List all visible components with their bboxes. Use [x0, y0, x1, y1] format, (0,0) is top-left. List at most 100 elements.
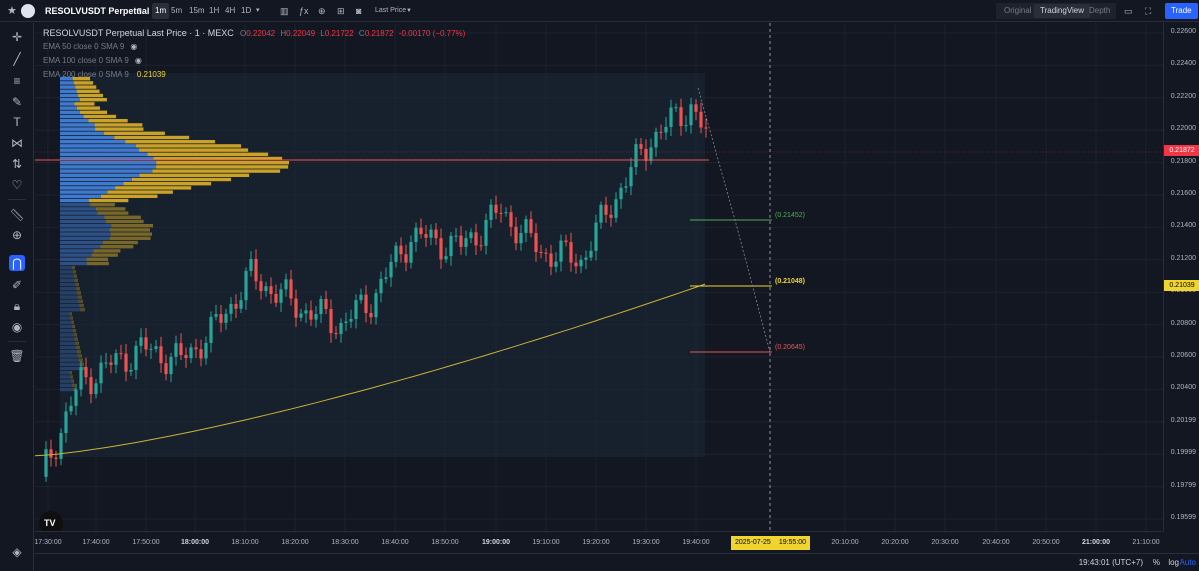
candle-body: [104, 362, 108, 364]
log-toggle[interactable]: log: [1168, 558, 1179, 567]
vp-bar-up: [60, 144, 137, 148]
vp-bar-up: [60, 140, 126, 144]
view-original[interactable]: Original: [1004, 6, 1032, 15]
heart-icon[interactable]: ♡: [11, 178, 23, 192]
time-axis-label: 19:20:00: [582, 539, 610, 546]
legend-high: 0.22049: [286, 29, 316, 38]
brush-icon[interactable]: ✎: [11, 95, 23, 109]
candle-body: [479, 245, 483, 247]
vp-bar-up: [60, 324, 72, 329]
vp-bar-down: [123, 182, 212, 186]
zoom-icon[interactable]: ⊕: [11, 228, 23, 242]
avatar-icon[interactable]: [21, 4, 35, 18]
candle-body: [179, 343, 183, 355]
candle-body: [649, 147, 653, 161]
dropdown-chevron-icon[interactable]: ▼: [136, 7, 143, 14]
candle-body: [379, 278, 383, 294]
vp-bar-down: [76, 291, 81, 295]
forecast-icon[interactable]: ⇅: [11, 157, 23, 171]
drawing-toolbar: ✛ ╱ ≡ ✎ T ⋈ ⇅ ♡ 📏︎ ⊕ ⋂ ✐ 🔒︎ ◉ 🗑︎ ◈: [0, 23, 34, 571]
eye-icon[interactable]: ◉: [11, 320, 23, 334]
pattern-icon[interactable]: ⋈: [11, 136, 23, 150]
timeframe-5m[interactable]: 5m: [171, 6, 183, 15]
trend-line-icon[interactable]: ╱: [13, 52, 21, 66]
magnet-icon[interactable]: ⋂: [9, 255, 25, 271]
ema-50-label: EMA 50 close 0 SMA 9: [43, 42, 125, 51]
vp-bar-down: [136, 144, 242, 148]
candle-body: [164, 363, 168, 375]
candle-body: [49, 449, 53, 458]
volume-profile-range: [60, 73, 705, 457]
price-axis-label: 0.21200: [1170, 254, 1196, 262]
fullscreen-icon[interactable]: ⛶: [1145, 6, 1152, 16]
horizontal-lines-icon[interactable]: ≡: [13, 74, 21, 88]
timeframe-4h[interactable]: 4H: [225, 6, 236, 15]
vp-bar-down: [76, 89, 100, 93]
lock-icon[interactable]: 🔒︎: [13, 298, 21, 313]
camera-icon[interactable]: ◙: [356, 6, 362, 16]
candle-body: [599, 204, 603, 223]
time-axis[interactable]: 17:30:00 17:40:00 17:50:00 18:00:00 18:10:00…: [34, 531, 1163, 553]
alert-icon[interactable]: ⊕: [318, 6, 326, 16]
candle-body: [564, 240, 568, 243]
candle-body: [149, 348, 153, 350]
eye-icon[interactable]: ◉: [130, 42, 138, 51]
candle-body: [54, 457, 58, 459]
view-tradingview[interactable]: TradingView: [1034, 4, 1091, 18]
candle-body: [454, 235, 458, 237]
star-icon[interactable]: ★: [7, 5, 17, 17]
ruler-icon[interactable]: 📏︎: [9, 208, 25, 222]
trash-icon[interactable]: 🗑︎: [9, 349, 25, 363]
vp-bar-down: [110, 232, 153, 236]
lock-drawing-icon[interactable]: ✐: [11, 278, 23, 292]
text-icon[interactable]: T: [13, 115, 21, 129]
vp-bar-up: [60, 215, 105, 219]
timeframe-chevron-icon[interactable]: ▾: [256, 7, 260, 14]
time-axis-label: 20:10:00: [831, 539, 859, 546]
vp-bar-down: [95, 207, 126, 211]
candles-icon[interactable]: ▥: [280, 6, 289, 16]
vp-bar-down: [95, 127, 144, 131]
vp-bar-down: [72, 387, 76, 392]
timeframe-15m[interactable]: 15m: [189, 6, 205, 15]
timeframe-1h[interactable]: 1H: [209, 6, 220, 15]
symbol-name[interactable]: RESOLVUSDT Perpetual: [45, 6, 150, 16]
vp-bar-up: [60, 253, 92, 257]
price-axis-label: 0.21800: [1170, 157, 1196, 165]
candle-body: [189, 347, 193, 359]
crosshair-icon[interactable]: ✛: [11, 30, 23, 44]
current-price-tag: 0.21872: [1164, 145, 1199, 157]
time-axis-label: 19:40:00: [682, 539, 710, 546]
price-axis[interactable]: 0.22600 0.22400 0.22200 0.22000 0.21800 0.216…: [1163, 23, 1199, 531]
utc-clock[interactable]: 19:43:01 (UTC+7): [1078, 558, 1143, 567]
candle-body: [604, 204, 608, 215]
trade-button[interactable]: Trade: [1165, 3, 1198, 19]
vp-bar-up: [60, 337, 75, 341]
price-source-select[interactable]: Last Price: [375, 7, 407, 14]
candle-body: [549, 253, 553, 267]
percent-toggle[interactable]: %: [1152, 558, 1160, 567]
timeframe-1m[interactable]: 1m: [152, 3, 170, 19]
candle-body: [169, 356, 173, 375]
price-axis-label: 0.20400: [1170, 384, 1196, 392]
candle-body: [334, 333, 338, 335]
auto-toggle[interactable]: Auto: [1179, 558, 1196, 567]
price-chart[interactable]: (0.21452) (0.21048) (0.20645) TV: [35, 23, 1163, 531]
vp-bar-down: [139, 148, 249, 152]
layout-icon[interactable]: ▭: [1124, 6, 1133, 16]
vp-bar-up: [60, 345, 76, 350]
layout-icon[interactable]: ⊞: [337, 6, 345, 16]
layers-icon[interactable]: ◈: [12, 545, 22, 559]
candle-body: [369, 312, 373, 318]
eye-icon[interactable]: ◉: [134, 56, 142, 65]
timeframe-1d[interactable]: 1D: [241, 6, 252, 15]
price-source-chevron-icon[interactable]: ▼: [406, 8, 412, 14]
candle-body: [579, 259, 583, 267]
projection-line: [697, 87, 771, 353]
vp-bar-up: [60, 186, 116, 190]
candle-body: [424, 234, 428, 238]
indicators-icon[interactable]: ƒx: [299, 6, 309, 16]
candle-body: [654, 131, 658, 148]
vp-bar-up: [60, 278, 75, 282]
view-depth[interactable]: Depth: [1089, 6, 1111, 15]
